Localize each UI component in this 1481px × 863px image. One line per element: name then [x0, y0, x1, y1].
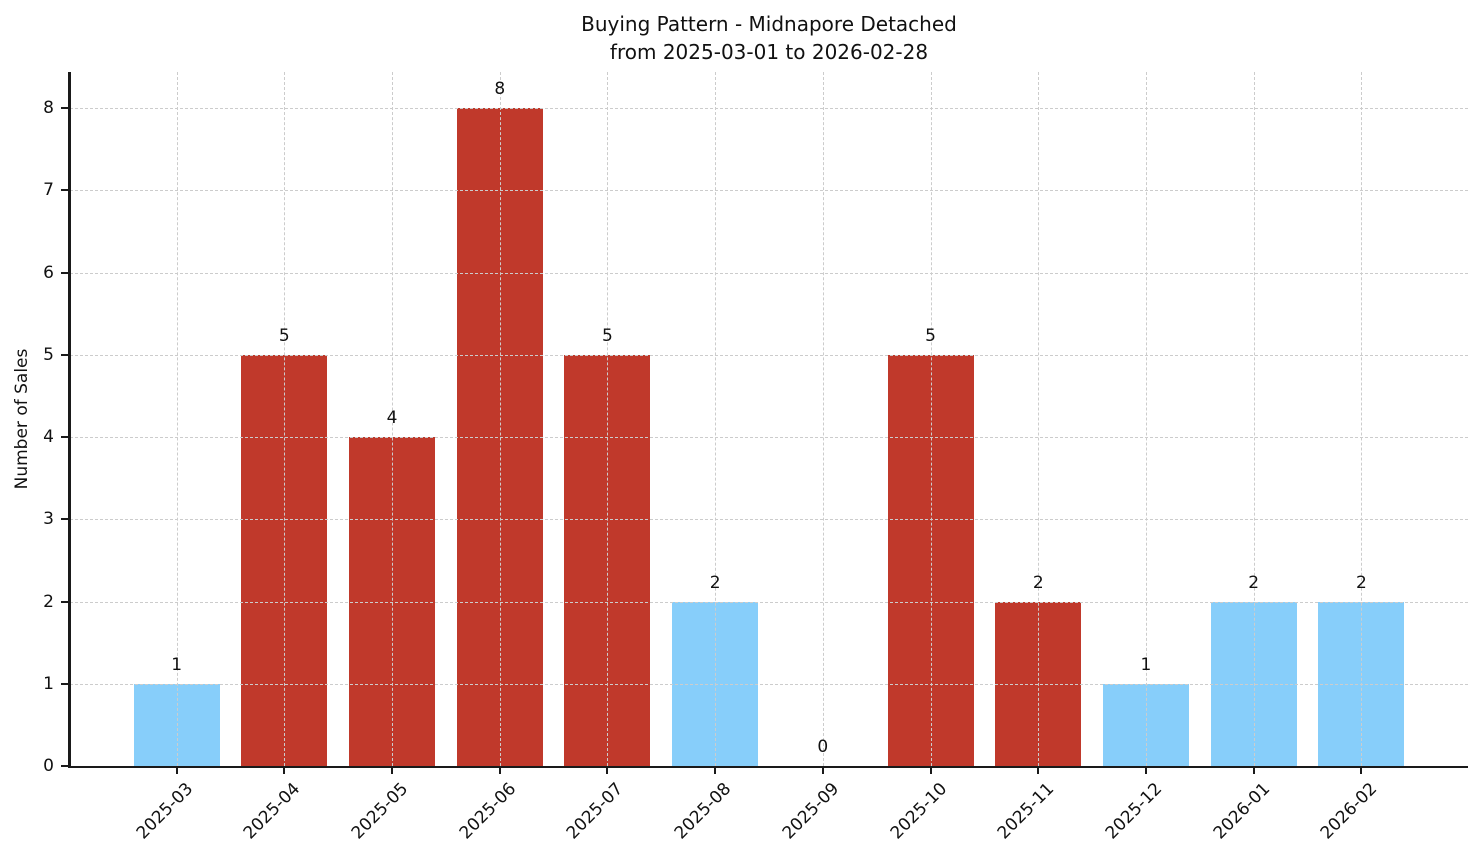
gridline-h — [70, 190, 1468, 192]
x-tick-mark — [929, 766, 932, 774]
gridline-v — [930, 72, 932, 766]
bar-value-label: 2 — [1248, 572, 1260, 593]
y-tick-mark — [61, 107, 69, 109]
chart-title-line1: Buying Pattern - Midnapore Detached — [581, 12, 957, 36]
bar-value-label: 5 — [278, 325, 290, 346]
plot-area — [68, 72, 1468, 768]
gridline-v — [607, 72, 609, 766]
gridline-h — [70, 354, 1468, 356]
y-tick-mark — [61, 353, 69, 356]
gridline-v — [176, 72, 178, 766]
gridline-v — [499, 72, 501, 766]
y-tick-label: 1 — [43, 673, 54, 694]
y-tick-mark — [61, 518, 69, 521]
x-tick-label-2025-05: 2025-05 — [347, 779, 413, 844]
y-tick-label: 7 — [43, 180, 54, 201]
y-tick-mark — [61, 600, 69, 603]
x-tick-mark — [1360, 766, 1363, 774]
gridline-v — [1361, 72, 1363, 766]
x-tick-mark — [1252, 766, 1255, 774]
bar-value-label: 2 — [1355, 572, 1367, 593]
x-tick-mark — [283, 766, 286, 774]
y-tick-label: 3 — [43, 509, 54, 530]
y-tick-label: 4 — [43, 427, 54, 447]
bar-value-label: 8 — [494, 79, 506, 99]
gridline-v — [822, 72, 824, 766]
gridline-h — [70, 683, 1468, 685]
x-tick-mark — [1037, 766, 1040, 774]
y-tick-mark — [61, 189, 69, 192]
x-tick-mark — [1144, 766, 1147, 774]
x-tick-label-2025-08: 2025-08 — [670, 779, 736, 844]
bar-value-label: 2 — [1032, 572, 1044, 593]
y-tick-mark — [61, 765, 69, 767]
bar-value-label: 0 — [817, 737, 829, 757]
y-tick-mark — [61, 271, 69, 274]
gridline-h — [70, 519, 1468, 521]
gridline-v — [284, 72, 286, 766]
y-axis-label: Number of Sales — [12, 348, 32, 490]
y-tick-label: 0 — [43, 756, 54, 776]
bar-value-label: 4 — [386, 408, 398, 428]
x-axis-spine — [68, 765, 1468, 768]
x-tick-label-2025-07: 2025-07 — [563, 779, 628, 844]
x-tick-label-2026-02: 2026-02 — [1317, 779, 1382, 844]
y-tick-label: 6 — [43, 262, 54, 283]
x-tick-label-2026-01: 2026-01 — [1209, 779, 1274, 844]
x-tick-label-2025-09: 2025-09 — [778, 779, 844, 844]
x-tick-mark — [714, 766, 717, 774]
gridline-v — [392, 72, 394, 766]
y-tick-mark — [61, 436, 69, 438]
gridline-h — [70, 272, 1468, 274]
y-tick-label: 2 — [43, 591, 54, 612]
bar-value-label: 5 — [925, 325, 936, 346]
bar-value-label: 2 — [709, 572, 721, 593]
y-tick-mark — [61, 682, 69, 685]
gridline-v — [715, 72, 717, 766]
gridline-v — [1038, 72, 1040, 766]
x-tick-label-2025-12: 2025-12 — [1101, 779, 1167, 844]
x-tick-mark — [391, 766, 394, 774]
x-tick-mark — [821, 766, 824, 774]
y-tick-label: 8 — [43, 98, 54, 118]
x-tick-label-2025-06: 2025-06 — [455, 779, 520, 844]
x-tick-label-2025-04: 2025-04 — [240, 779, 305, 844]
x-tick-label-2025-10: 2025-10 — [886, 779, 951, 844]
gridline-v — [1253, 72, 1255, 766]
x-tick-mark — [175, 766, 178, 774]
chart-title: Buying Pattern - Midnapore Detached from… — [70, 10, 1468, 66]
y-axis-spine — [68, 72, 71, 768]
gridline-h — [70, 437, 1468, 438]
gridline-h — [70, 108, 1468, 109]
bar-value-label: 1 — [171, 654, 183, 675]
x-tick-mark — [498, 766, 501, 774]
chart-title-line2: from 2025-03-01 to 2026-02-28 — [609, 40, 929, 64]
x-tick-label-2025-03: 2025-03 — [132, 779, 197, 844]
y-tick-label: 5 — [43, 344, 54, 365]
gridline-h — [70, 601, 1468, 603]
x-tick-mark — [606, 766, 609, 774]
bar-value-label: 1 — [1140, 654, 1152, 675]
bar-value-label: 5 — [602, 325, 613, 346]
x-tick-label-2025-11: 2025-11 — [994, 779, 1059, 844]
gridline-v — [1145, 72, 1147, 766]
